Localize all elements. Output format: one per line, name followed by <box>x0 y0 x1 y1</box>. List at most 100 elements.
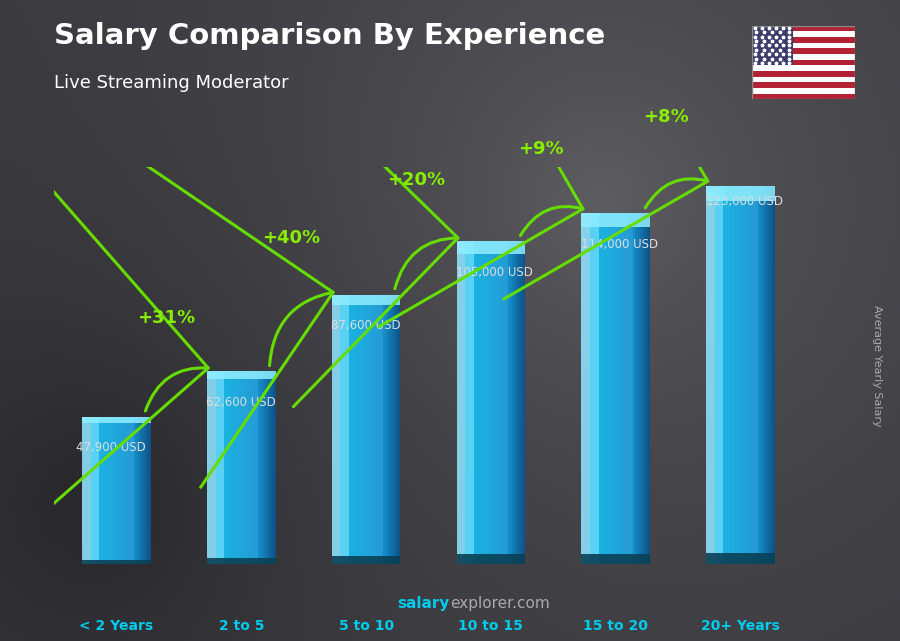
Bar <box>120 417 122 564</box>
Bar <box>132 417 133 564</box>
Bar <box>338 294 340 564</box>
Bar <box>84 417 86 564</box>
Bar <box>737 186 739 564</box>
Text: 5 to 10: 5 to 10 <box>338 619 393 633</box>
Bar <box>122 417 123 564</box>
Bar <box>602 213 604 564</box>
Bar <box>642 213 643 564</box>
Bar <box>233 371 234 564</box>
FancyArrowPatch shape <box>31 191 208 524</box>
Bar <box>332 556 400 564</box>
Bar <box>716 186 718 564</box>
Bar <box>638 213 640 564</box>
Bar <box>770 186 771 564</box>
Bar <box>752 88 855 94</box>
Bar <box>752 54 855 60</box>
Bar <box>752 60 855 65</box>
Bar <box>114 417 116 564</box>
Bar <box>767 186 768 564</box>
Bar <box>593 213 595 564</box>
Bar <box>135 417 137 564</box>
Bar <box>706 186 775 201</box>
Bar <box>149 417 150 564</box>
Bar <box>742 186 744 564</box>
Bar <box>713 186 715 564</box>
Bar <box>623 213 625 564</box>
Bar <box>752 82 855 88</box>
Bar <box>471 241 473 564</box>
Bar <box>752 77 855 82</box>
Bar <box>383 294 385 564</box>
Bar <box>226 371 228 564</box>
Bar <box>356 294 357 564</box>
Bar <box>598 213 600 564</box>
Text: 15 to 20: 15 to 20 <box>583 619 648 633</box>
Bar <box>236 371 238 564</box>
Bar <box>344 294 346 564</box>
Bar <box>397 294 399 564</box>
Bar <box>95 417 97 564</box>
Text: < 2 Years: < 2 Years <box>79 619 154 633</box>
Bar <box>720 186 722 564</box>
Text: explorer.com: explorer.com <box>450 596 550 611</box>
Bar <box>520 241 522 564</box>
Bar <box>148 417 149 564</box>
Bar <box>256 371 258 564</box>
Bar <box>393 294 395 564</box>
Bar <box>727 186 729 564</box>
Bar <box>370 294 371 564</box>
Bar <box>746 186 748 564</box>
Bar <box>357 294 359 564</box>
Bar <box>616 213 617 564</box>
Bar <box>606 213 608 564</box>
Bar <box>86 417 87 564</box>
Bar <box>484 241 486 564</box>
Bar <box>524 241 526 564</box>
Bar <box>378 294 380 564</box>
Bar <box>752 26 793 65</box>
Bar <box>748 186 749 564</box>
Bar <box>387 294 389 564</box>
Bar <box>340 294 342 564</box>
Bar <box>113 417 114 564</box>
Bar <box>458 241 460 564</box>
Bar <box>364 294 366 564</box>
FancyArrowPatch shape <box>289 73 458 406</box>
Bar <box>501 241 503 564</box>
Bar <box>93 417 94 564</box>
Bar <box>761 186 763 564</box>
FancyArrowPatch shape <box>139 160 333 487</box>
Bar <box>517 241 518 564</box>
Text: +20%: +20% <box>387 171 446 189</box>
Bar <box>380 294 382 564</box>
Bar <box>725 186 727 564</box>
Bar <box>146 417 148 564</box>
Bar <box>621 213 623 564</box>
Bar <box>101 417 103 564</box>
Bar <box>604 213 606 564</box>
Bar <box>456 241 526 254</box>
Bar <box>118 417 120 564</box>
Bar <box>219 371 220 564</box>
Bar <box>591 213 593 564</box>
Bar <box>479 241 481 564</box>
FancyArrowPatch shape <box>379 4 583 327</box>
Bar <box>711 186 713 564</box>
Bar <box>617 213 619 564</box>
Bar <box>724 186 725 564</box>
Bar <box>756 186 758 564</box>
Bar <box>500 241 501 564</box>
Bar <box>734 186 735 564</box>
Bar <box>127 417 129 564</box>
Bar <box>82 417 84 564</box>
Bar <box>492 241 494 564</box>
Bar <box>494 241 496 564</box>
Bar <box>597 213 598 564</box>
Bar <box>482 241 484 564</box>
Bar <box>87 417 89 564</box>
Bar <box>456 241 458 564</box>
Bar <box>473 241 475 564</box>
Bar <box>628 213 629 564</box>
Bar <box>503 241 505 564</box>
Bar <box>334 294 335 564</box>
